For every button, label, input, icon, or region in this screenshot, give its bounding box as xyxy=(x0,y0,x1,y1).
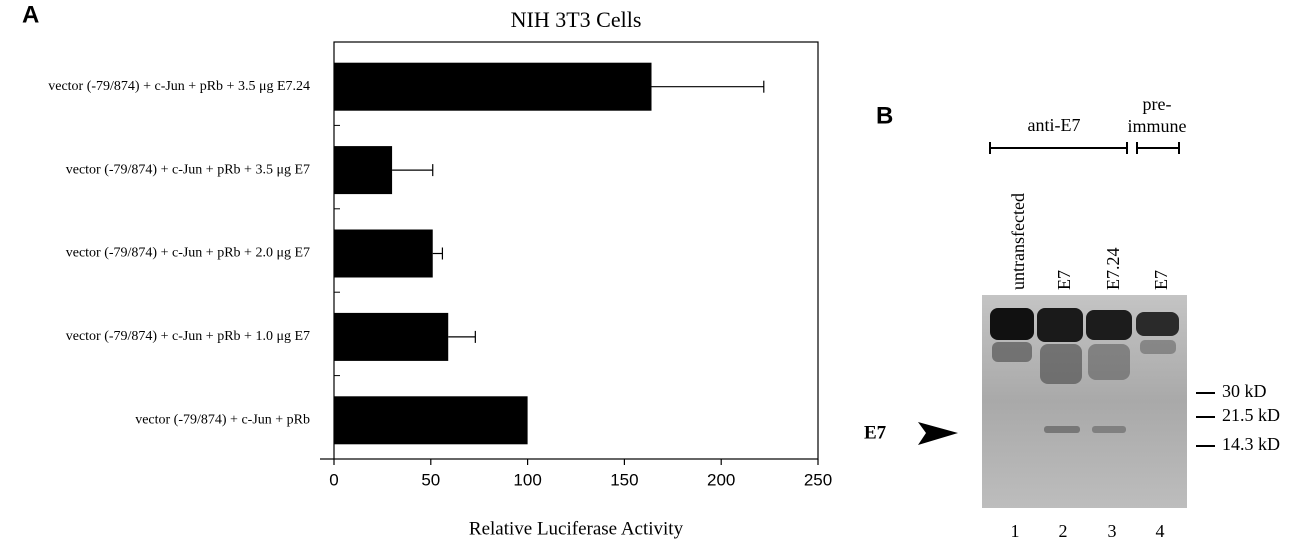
bar xyxy=(334,230,433,278)
marker-label: 30 kD xyxy=(1222,381,1267,401)
y-tick-label: vector (-79/874) + c-Jun + pRb xyxy=(135,413,310,428)
chart-title: NIH 3T3 Cells xyxy=(511,7,642,32)
panel-label: A xyxy=(22,1,39,28)
x-tick-label: 250 xyxy=(804,470,832,489)
error-bar xyxy=(392,164,433,176)
bar xyxy=(334,63,652,111)
lane-label: E7 xyxy=(1151,270,1171,290)
gel-panel: anti-E7 pre- immune untransfected E7 E7.… xyxy=(864,94,1280,541)
panel-label: B xyxy=(876,102,893,129)
x-tick-label: 200 xyxy=(707,470,735,489)
bar xyxy=(334,146,392,194)
marker-label: 21.5 kD xyxy=(1222,405,1280,425)
lane-number: 4 xyxy=(1156,521,1165,541)
y-tick-label: vector (-79/874) + c-Jun + pRb + 3.5 μg … xyxy=(66,162,310,177)
plot: 0 50 100 150 200 250 vector (-79/874) + c-Jun … xyxy=(48,42,832,489)
lane-label: untransfected xyxy=(1008,193,1028,290)
group-label: immune xyxy=(1128,116,1187,136)
x-tick-label: 50 xyxy=(421,470,440,489)
error-bar xyxy=(433,248,443,260)
bar xyxy=(334,313,448,361)
x-tick-label: 150 xyxy=(610,470,638,489)
group-label: pre- xyxy=(1143,94,1172,114)
marker-line xyxy=(1196,393,1215,446)
marker-label: 14.3 kD xyxy=(1222,434,1280,454)
x-tick-label: 0 xyxy=(329,470,338,489)
arrow-label: E7 xyxy=(864,422,887,443)
error-bar xyxy=(448,331,475,343)
x-axis-label: Relative Luciferase Activity xyxy=(469,518,684,539)
figure: A B NIH 3T3 Cells Relative Luciferase Ac… xyxy=(0,0,1313,543)
group-label: anti-E7 xyxy=(1028,115,1081,135)
y-tick-label: vector (-79/874) + c-Jun + pRb + 2.0 μg … xyxy=(66,246,310,261)
bracket xyxy=(990,142,1179,154)
y-tick-label: vector (-79/874) + c-Jun + pRb + 3.5 μg … xyxy=(48,79,310,94)
x-tick-label: 100 xyxy=(513,470,541,489)
y-tick-label: vector (-79/874) + c-Jun + pRb + 1.0 μg … xyxy=(66,329,310,344)
error-bar xyxy=(652,81,764,93)
lane-label: E7.24 xyxy=(1103,248,1123,291)
lane-label: E7 xyxy=(1054,270,1074,290)
lane-number: 1 xyxy=(1011,521,1020,541)
lane-number: 3 xyxy=(1108,521,1117,541)
lane-number: 2 xyxy=(1059,521,1068,541)
arrow xyxy=(918,422,958,445)
bar xyxy=(334,396,528,444)
